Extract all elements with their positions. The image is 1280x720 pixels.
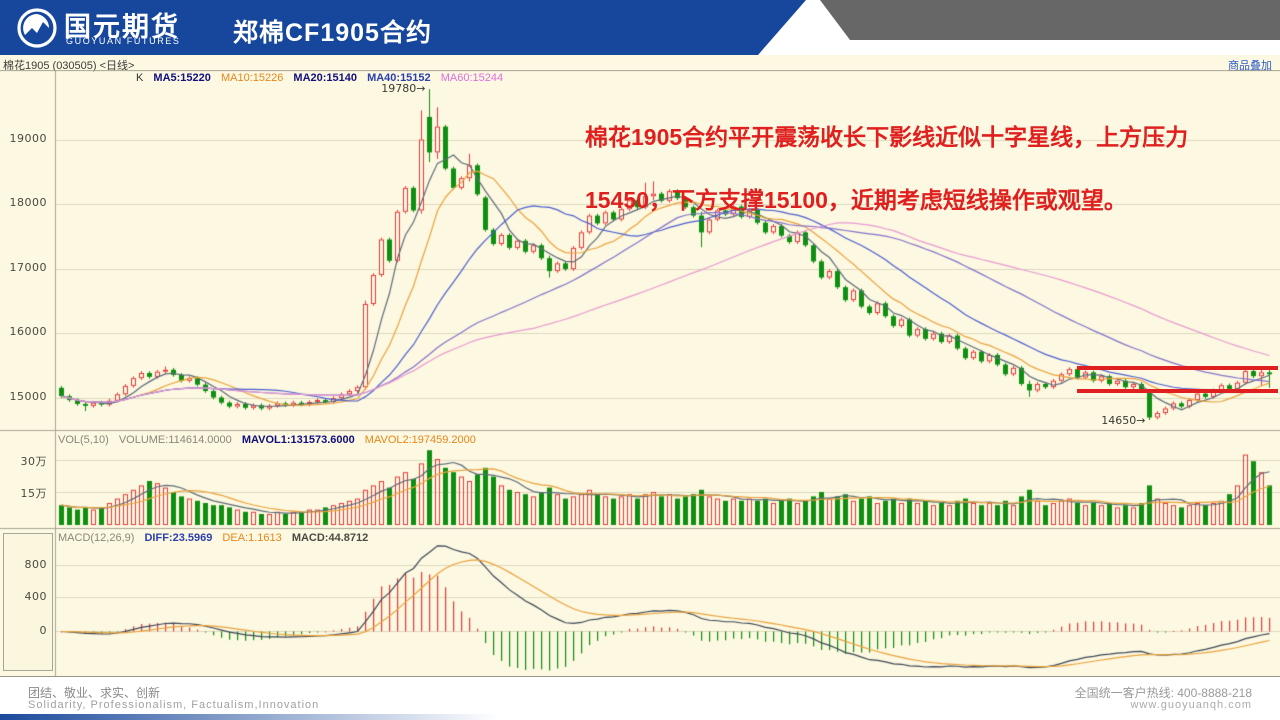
volume-tick-15: 15万: [20, 487, 47, 500]
ma60-label: MA60:15244: [440, 72, 504, 84]
main-indicator-legend: K MA5:15220 MA10:15226 MA20:15140 MA40:1…: [136, 72, 510, 84]
mavol1-label: MAVOL1:131573.6000: [241, 434, 355, 446]
ma20-label: MA20:15140: [293, 72, 357, 84]
analysis-note: 棉花1905合约平开震荡收长下影线近似十字星线，上方压力 15450，下方支撑1…: [585, 106, 1188, 232]
volume-value-label: VOLUME:114614.0000: [118, 434, 232, 446]
header-blue-band: [0, 0, 806, 55]
volume-tick-30: 30万: [20, 455, 47, 468]
footer-slogan-en: Solidarity, Professionalism, Factualism,…: [28, 699, 320, 711]
peak-price-label: 19780→: [381, 82, 426, 96]
k-label: K: [136, 72, 144, 84]
dea-label: DEA:1.1613: [222, 532, 282, 544]
support-line: [1077, 389, 1278, 394]
kline-volume-macd-canvas: [0, 70, 1280, 676]
footer-website: www.guoyuanqh.com: [1130, 699, 1252, 711]
macd-param-label: MACD(12,26,9): [58, 532, 135, 544]
price-tick-15000: 15000: [9, 390, 47, 403]
vol-param-label: VOL(5,10): [58, 434, 109, 446]
macd-indicator-legend: MACD(12,26,9) DIFF:23.5969 DEA:1.1613 MA…: [58, 532, 375, 544]
page-title: 郑棉CF1905合约: [233, 19, 432, 47]
ma5-label: MA5:15220: [153, 72, 211, 84]
guoyuan-logo-icon: [17, 8, 57, 48]
diff-label: DIFF:23.5969: [144, 532, 213, 544]
macd-tick-800: 800: [24, 558, 47, 571]
price-tick-17000: 17000: [9, 261, 47, 274]
header-gray-band: [820, 0, 1280, 40]
analysis-note-line2: 15450，下方支撑15100，近期考虑短线操作或观望。: [585, 187, 1127, 213]
logo-text-en: GUOYUAN FUTURES: [66, 36, 181, 46]
logo-text-cn: 国元期货: [64, 12, 180, 42]
footer-hotline: 全国统一客户热线: 400-8888-218: [1074, 686, 1252, 700]
ma40-label: MA40:15152: [367, 72, 431, 84]
ma10-label: MA10:15226: [220, 72, 284, 84]
footer-slogan-cn: 团结、敬业、求实、创新: [28, 686, 161, 700]
macd-tick-400: 400: [24, 590, 47, 603]
contract-label: 棉花1905 (030505) <日线>: [3, 60, 135, 72]
footer-accent-strip: [0, 714, 500, 720]
resistance-line: [1077, 366, 1278, 371]
low-price-label: 14650→: [1101, 414, 1146, 428]
macd-tick-0: 0: [39, 624, 47, 637]
analysis-note-line1: 棉花1905合约平开震荡收长下影线近似十字星线，上方压力: [585, 124, 1189, 150]
macd-scrollbar-thumb[interactable]: [3, 533, 53, 671]
price-tick-16000: 16000: [9, 325, 47, 338]
header-banner: 国元期货 GUOYUAN FUTURES 郑棉CF1905合约: [0, 0, 1280, 55]
macd-value-label: MACD:44.8712: [291, 532, 369, 544]
price-tick-19000: 19000: [9, 132, 47, 145]
mavol2-label: MAVOL2:197459.2000: [364, 434, 476, 446]
volume-indicator-legend: VOL(5,10) VOLUME:114614.0000 MAVOL1:1315…: [58, 434, 483, 446]
price-tick-18000: 18000: [9, 196, 47, 209]
commodity-overlay-link[interactable]: 商品叠加: [1228, 60, 1272, 72]
